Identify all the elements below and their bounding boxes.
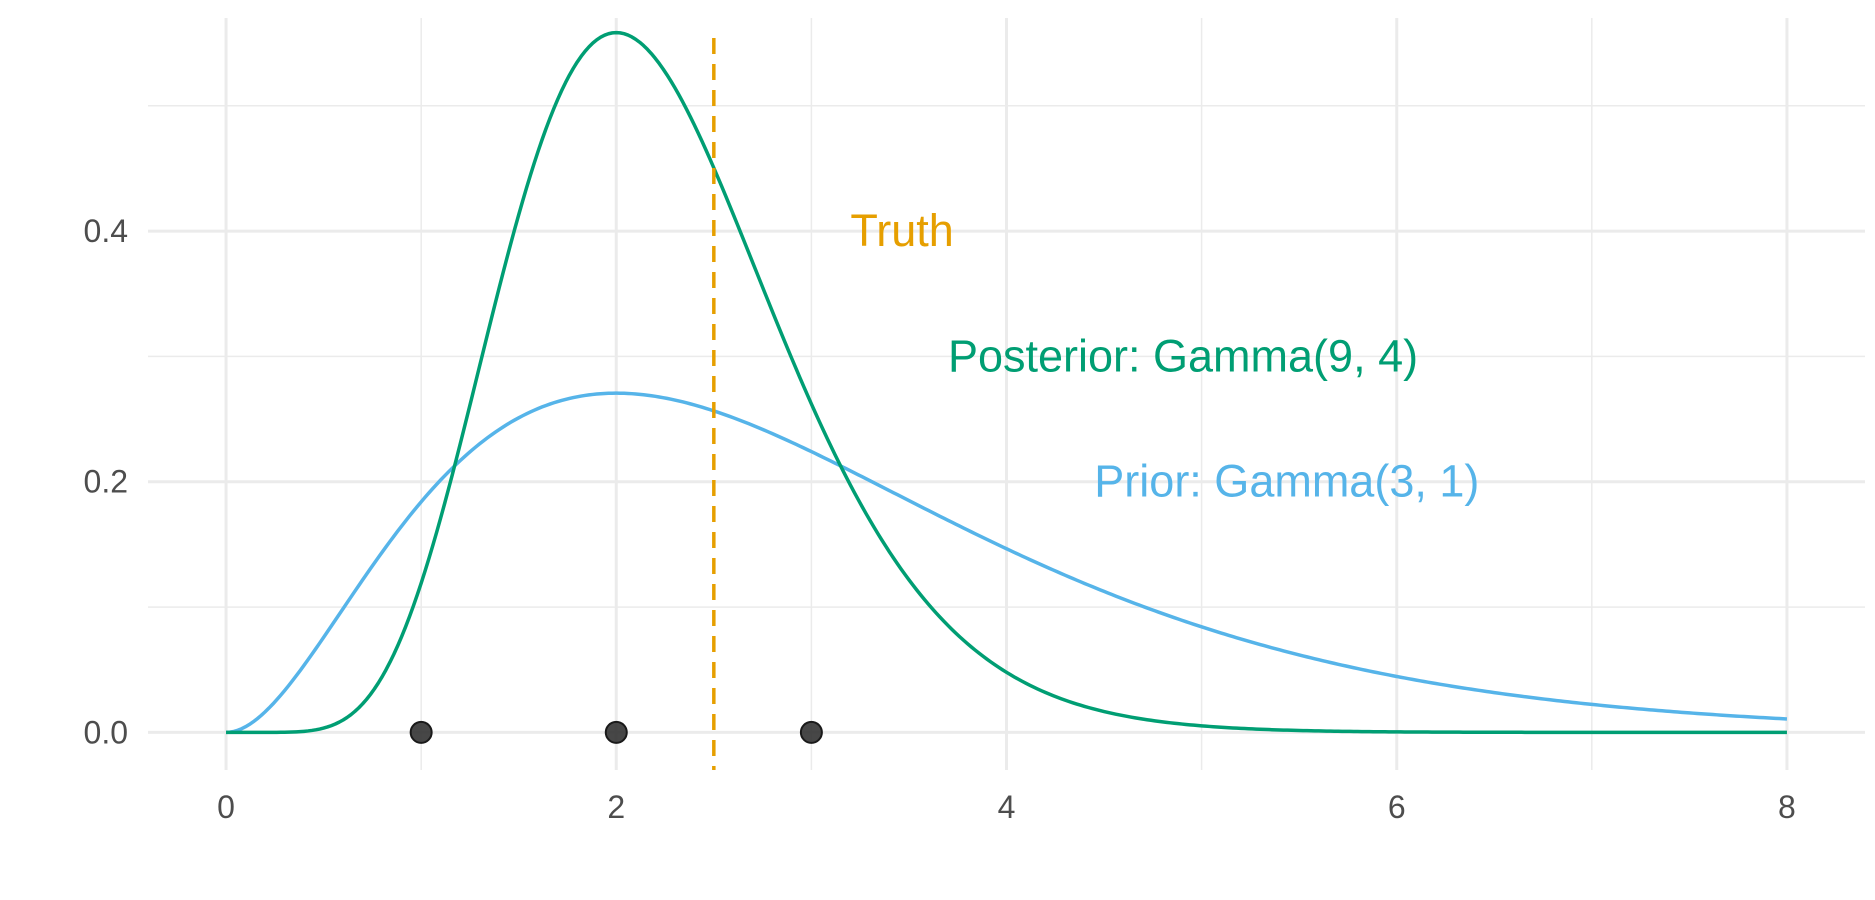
posterior-density-curve [226,30,1787,735]
x-tick-label: 0 [217,789,235,825]
tick-labels: 0 2 4 6 8 0.0 0.2 0.4 [84,213,1796,825]
density-curves [225,30,1788,735]
posterior-label: Posterior: Gamma(9, 4) [948,330,1418,381]
annotations: Truth Posterior: Gamma(9, 4) Prior: Gamma(… [850,205,1479,507]
observation-point [604,720,628,744]
truth-label: Truth [850,205,953,256]
prior-label: Prior: Gamma(3, 1) [1094,456,1479,507]
x-tick-label: 4 [998,789,1016,825]
observation-point [799,720,823,744]
x-tick-label: 2 [607,789,625,825]
y-tick-label: 0.4 [84,213,128,249]
observation-points [409,720,823,744]
y-tick-label: 0.0 [84,714,128,750]
prior-density-curve [225,391,1788,735]
major-gridlines [148,18,1865,770]
x-tick-label: 6 [1388,789,1406,825]
observation-point [409,720,433,744]
y-tick-label: 0.2 [84,464,128,500]
x-tick-label: 8 [1778,789,1796,825]
